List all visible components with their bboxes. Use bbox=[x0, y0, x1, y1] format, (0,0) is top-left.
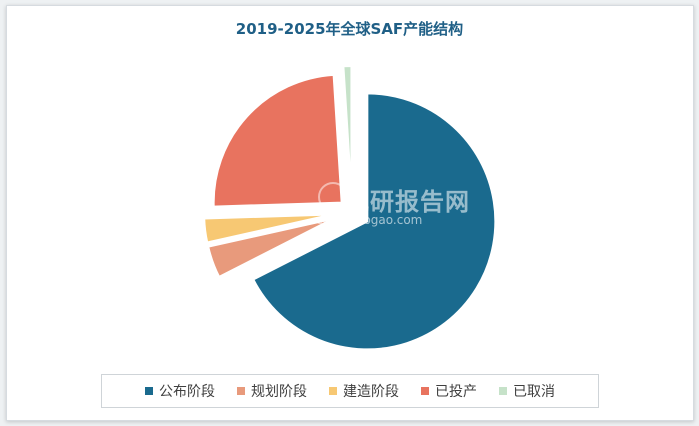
legend-item: 规划阶段 bbox=[237, 381, 307, 401]
legend-swatch bbox=[145, 387, 153, 395]
legend-label: 规划阶段 bbox=[251, 384, 307, 400]
watermark-logo-icon bbox=[318, 182, 348, 212]
pie-slice-3 bbox=[203, 213, 333, 244]
legend-swatch bbox=[329, 387, 337, 395]
legend-item: 已投产 bbox=[421, 381, 477, 401]
pie-slice-4 bbox=[212, 73, 343, 208]
legend-label: 建造阶段 bbox=[343, 384, 399, 400]
legend-item: 已取消 bbox=[499, 381, 555, 401]
watermark-url: chinabaogao.com bbox=[316, 213, 423, 227]
pie-slice-5 bbox=[342, 65, 353, 195]
legend-label: 已取消 bbox=[513, 384, 555, 400]
legend-item: 建造阶段 bbox=[329, 381, 399, 401]
chart-legend: 公布阶段 规划阶段 建造阶段 已投产 已取消 bbox=[101, 374, 599, 408]
pie-slice-2 bbox=[207, 217, 334, 279]
legend-swatch bbox=[499, 387, 507, 395]
legend-item: 公布阶段 bbox=[145, 381, 215, 401]
legend-label: 已投产 bbox=[435, 384, 477, 400]
legend-swatch bbox=[421, 387, 429, 395]
watermark-text: 观研报告网 bbox=[345, 188, 470, 216]
chart-title: 2019-2025年全球SAF产能结构 bbox=[235, 20, 464, 38]
pie-slice-1 bbox=[251, 92, 497, 351]
legend-swatch bbox=[237, 387, 245, 395]
legend-label: 公布阶段 bbox=[159, 384, 215, 400]
